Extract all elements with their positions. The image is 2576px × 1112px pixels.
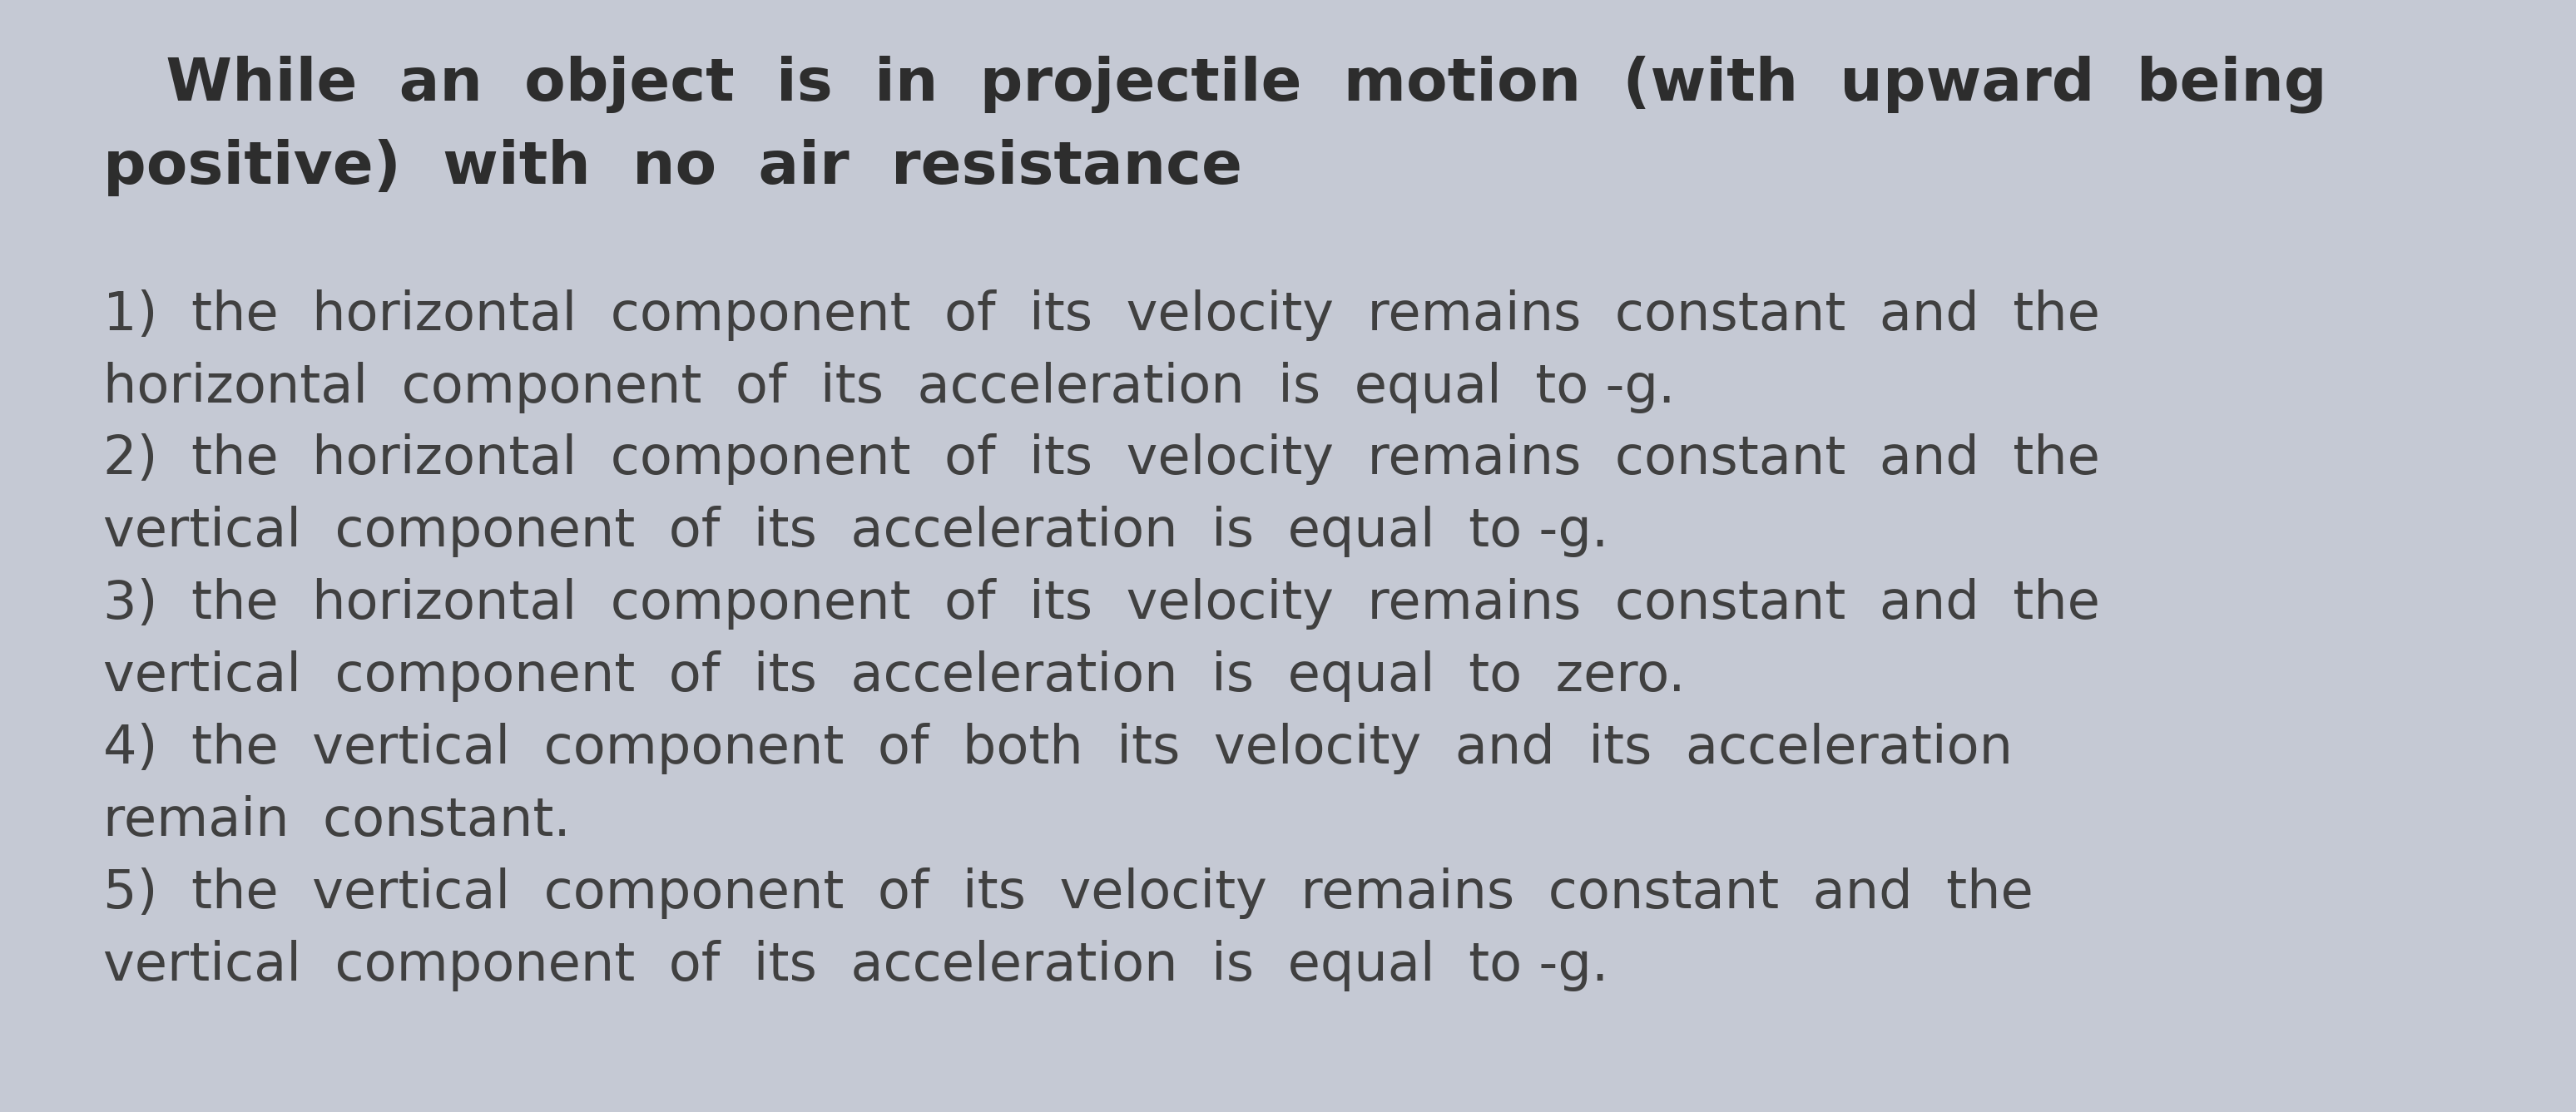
Text: 4)  the  vertical  component  of  both  its  velocity  and  its  acceleration: 4) the vertical component of both its ve… xyxy=(103,723,2012,774)
Text: 1)  the  horizontal  component  of  its  velocity  remains  constant  and  the: 1) the horizontal component of its veloc… xyxy=(103,289,2099,340)
Text: 2)  the  horizontal  component  of  its  velocity  remains  constant  and  the: 2) the horizontal component of its veloc… xyxy=(103,434,2099,485)
Text: horizontal  component  of  its  acceleration  is  equal  to -g.: horizontal component of its acceleration… xyxy=(103,361,1674,413)
Text: remain  constant.: remain constant. xyxy=(103,795,569,846)
Text: positive)  with  no  air  resistance: positive) with no air resistance xyxy=(103,139,1242,197)
Text: vertical  component  of  its  acceleration  is  equal  to -g.: vertical component of its acceleration i… xyxy=(103,940,1607,991)
Text: vertical  component  of  its  acceleration  is  equal  to  zero.: vertical component of its acceleration i… xyxy=(103,651,1685,702)
Text: 5)  the  vertical  component  of  its  velocity  remains  constant  and  the: 5) the vertical component of its velocit… xyxy=(103,867,2032,919)
Text: 3)  the  horizontal  component  of  its  velocity  remains  constant  and  the: 3) the horizontal component of its veloc… xyxy=(103,578,2099,629)
Text: While  an  object  is  in  projectile  motion  (with  upward  being: While an object is in projectile motion … xyxy=(103,56,2326,113)
Text: vertical  component  of  its  acceleration  is  equal  to -g.: vertical component of its acceleration i… xyxy=(103,506,1607,557)
